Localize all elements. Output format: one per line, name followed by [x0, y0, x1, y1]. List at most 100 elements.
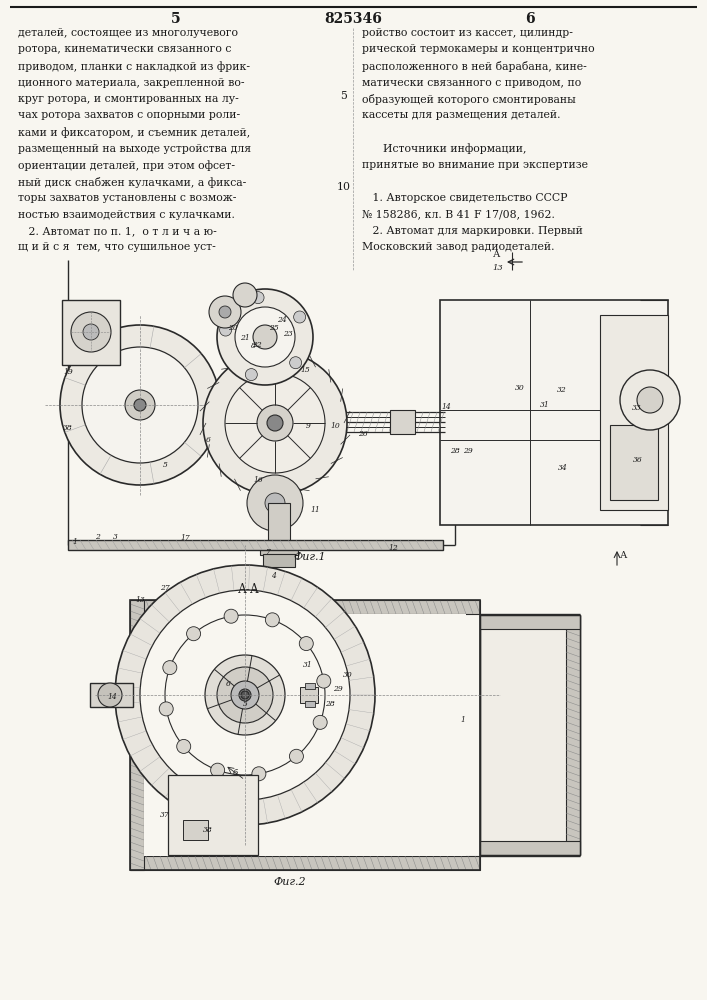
Circle shape [60, 325, 220, 485]
Circle shape [220, 324, 232, 336]
Bar [130, 600, 480, 614]
Text: 32: 32 [557, 386, 567, 394]
Circle shape [83, 324, 99, 340]
Circle shape [134, 399, 146, 411]
Text: 10: 10 [337, 182, 351, 192]
Text: 12: 12 [388, 544, 398, 552]
Text: 5: 5 [243, 700, 247, 708]
Bar [183, 820, 208, 840]
Text: 15: 15 [300, 366, 310, 374]
Circle shape [265, 613, 279, 627]
Bar [263, 554, 295, 567]
Circle shape [187, 627, 201, 641]
Bar [260, 543, 298, 555]
Text: 4: 4 [271, 572, 276, 580]
Circle shape [115, 565, 375, 825]
Text: 25: 25 [269, 324, 279, 332]
Text: 2. Автомат для маркировки. Первый: 2. Автомат для маркировки. Первый [362, 226, 583, 236]
Circle shape [313, 715, 327, 729]
Circle shape [241, 691, 249, 699]
Text: 30: 30 [343, 671, 353, 679]
Circle shape [225, 373, 325, 473]
Bar [130, 856, 480, 870]
Circle shape [247, 475, 303, 531]
Text: торы захватов установлены с возмож-: торы захватов установлены с возмож- [18, 193, 236, 203]
Text: Источники информации,: Источники информации, [362, 143, 527, 154]
Text: А: А [620, 552, 627, 560]
Bar [390, 410, 415, 434]
Circle shape [82, 347, 198, 463]
Bar [480, 615, 580, 855]
Bar [305, 701, 315, 707]
Text: 5: 5 [171, 12, 181, 26]
Circle shape [98, 683, 122, 707]
Text: ориентации деталей, при этом офсет-: ориентации деталей, при этом офсет- [18, 160, 235, 171]
Text: образующей которого смонтированы: образующей которого смонтированы [362, 94, 575, 105]
Circle shape [252, 767, 266, 781]
Text: 14: 14 [107, 693, 117, 701]
Circle shape [219, 306, 231, 318]
Bar [62, 300, 120, 365]
Text: 38: 38 [63, 424, 73, 432]
Text: ностью взаимодействия с кулачками.: ностью взаимодействия с кулачками. [18, 210, 235, 220]
Text: № 158286, кл. В 41 F 17/08, 1962.: № 158286, кл. В 41 F 17/08, 1962. [362, 210, 555, 220]
Text: 5: 5 [341, 91, 347, 101]
Circle shape [177, 739, 191, 753]
Text: 37: 37 [160, 811, 170, 819]
Text: ционного материала, закрепленной во-: ционного материала, закрепленной во- [18, 78, 245, 88]
Text: 1: 1 [460, 716, 465, 724]
Text: 13: 13 [493, 264, 503, 272]
Text: 31: 31 [303, 661, 313, 669]
Circle shape [233, 283, 257, 307]
Text: 23: 23 [283, 330, 293, 338]
Text: 6: 6 [525, 12, 534, 26]
Text: 36: 36 [633, 456, 643, 464]
Text: ройство состоит из кассет, цилиндр-: ройство состоит из кассет, цилиндр- [362, 28, 573, 38]
Text: 31: 31 [540, 401, 550, 409]
Text: принятые во внимание при экспертизе: принятые во внимание при экспертизе [362, 160, 588, 170]
Circle shape [265, 493, 285, 513]
Bar [144, 614, 466, 856]
Circle shape [620, 370, 680, 430]
Circle shape [293, 311, 305, 323]
Text: ротора, кинематически связанного с: ротора, кинематически связанного с [18, 44, 231, 54]
Text: 28: 28 [325, 700, 335, 708]
Circle shape [140, 590, 350, 800]
Circle shape [317, 674, 331, 688]
Text: ками и фиксатором, и съемник деталей,: ками и фиксатором, и съемник деталей, [18, 127, 250, 138]
Text: расположенного в ней барабана, кине-: расположенного в ней барабана, кине- [362, 61, 587, 72]
Text: приводом, планки с накладкой из фрик-: приводом, планки с накладкой из фрик- [18, 61, 250, 72]
Text: 3: 3 [112, 533, 117, 541]
Circle shape [235, 307, 295, 367]
Text: матически связанного с приводом, по: матически связанного с приводом, по [362, 78, 581, 88]
Circle shape [209, 296, 241, 328]
Circle shape [224, 609, 238, 623]
Text: 1: 1 [73, 538, 78, 546]
Circle shape [205, 655, 285, 735]
Text: ный диск снабжен кулачками, а фикса-: ный диск снабжен кулачками, а фикса- [18, 176, 246, 188]
Bar [68, 540, 443, 550]
Text: рической термокамеры и концентрично: рической термокамеры и концентрично [362, 44, 595, 54]
Bar [610, 425, 658, 500]
Circle shape [252, 292, 264, 304]
Text: 6: 6 [206, 436, 211, 444]
Text: 2: 2 [95, 533, 100, 541]
Text: 16: 16 [253, 476, 263, 484]
Bar [480, 841, 580, 855]
Circle shape [253, 325, 277, 349]
Circle shape [211, 763, 225, 777]
Circle shape [217, 667, 273, 723]
Bar [440, 300, 668, 525]
Text: кассеты для размещения деталей.: кассеты для размещения деталей. [362, 110, 561, 120]
Text: 21: 21 [240, 334, 250, 342]
Circle shape [257, 405, 293, 441]
Text: 33: 33 [632, 404, 642, 412]
Text: 19: 19 [63, 368, 73, 376]
Text: Московский завод радиодеталей.: Московский завод радиодеталей. [362, 242, 554, 252]
Text: 8: 8 [250, 342, 255, 350]
Text: А: А [493, 250, 500, 259]
Bar [566, 615, 580, 855]
Text: 24: 24 [277, 316, 287, 324]
Circle shape [245, 369, 257, 381]
Text: 29: 29 [333, 685, 343, 693]
